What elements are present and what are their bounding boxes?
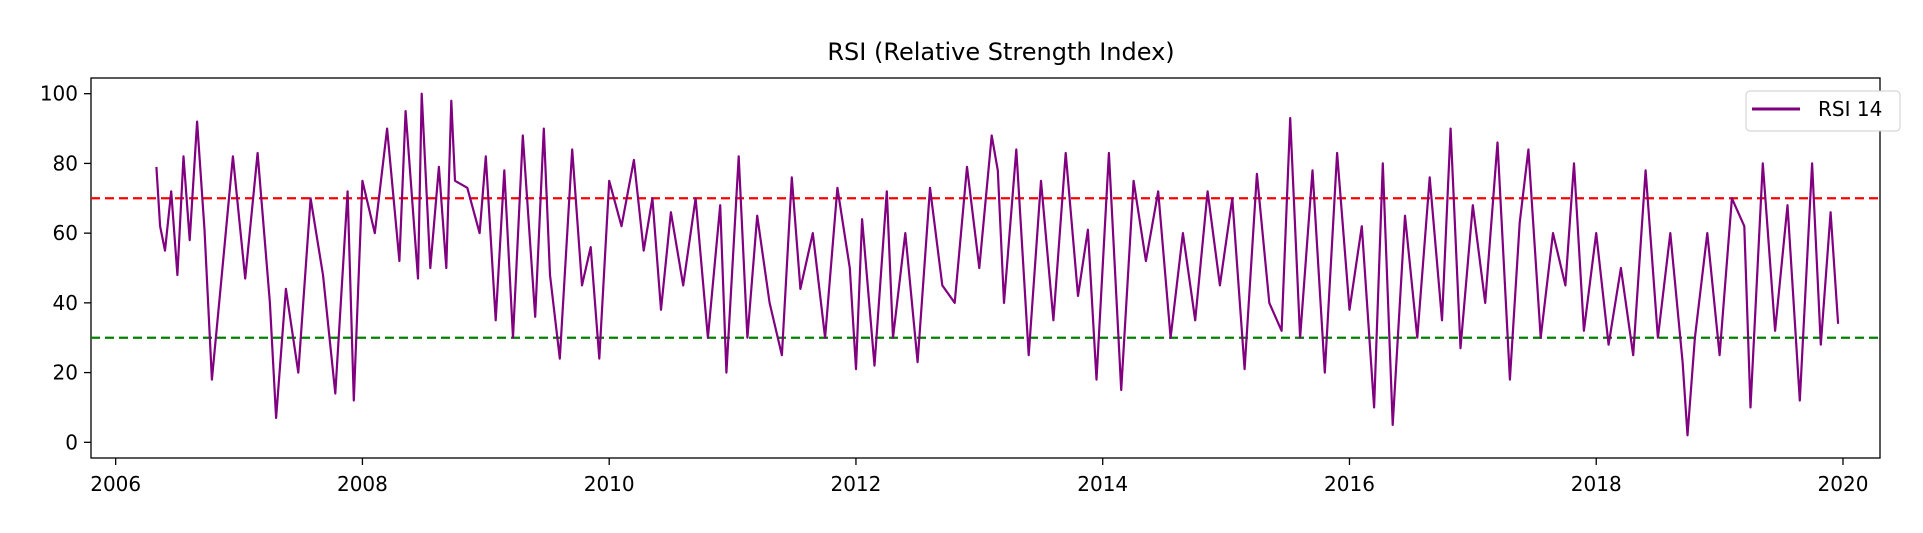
x-tick-label-2016: 2016 [1324, 472, 1375, 496]
plot-area [90, 77, 1881, 459]
reference-lines [91, 197, 1880, 339]
y-tick-label-0: 0 [65, 430, 78, 454]
x-axis: 2006 2008 2010 2012 2014 2016 2018 2020 [90, 458, 1868, 496]
x-tick-label-2010: 2010 [584, 472, 635, 496]
y-tick-label-20: 20 [53, 361, 78, 385]
y-tick-label-80: 80 [53, 151, 78, 175]
y-axis: 0 20 40 60 80 100 [40, 82, 91, 454]
x-tick-label-2020: 2020 [1818, 472, 1869, 496]
x-tick-label-2018: 2018 [1571, 472, 1622, 496]
x-tick-label-2012: 2012 [830, 472, 881, 496]
x-tick-label-2008: 2008 [337, 472, 388, 496]
y-tick-label-60: 60 [53, 221, 78, 245]
legend-label-rsi-14: RSI 14 [1818, 97, 1882, 121]
series-line-rsi-14 [155, 92, 1840, 437]
x-tick-label-2014: 2014 [1077, 472, 1128, 496]
series-lines [155, 92, 1840, 437]
y-tick-label-100: 100 [40, 82, 78, 106]
chart-title: RSI (Relative Strength Index) [827, 38, 1174, 66]
legend-box [1745, 90, 1901, 132]
y-tick-label-40: 40 [53, 291, 78, 315]
legend: RSI 14 [1745, 90, 1901, 132]
x-tick-label-2006: 2006 [90, 472, 141, 496]
